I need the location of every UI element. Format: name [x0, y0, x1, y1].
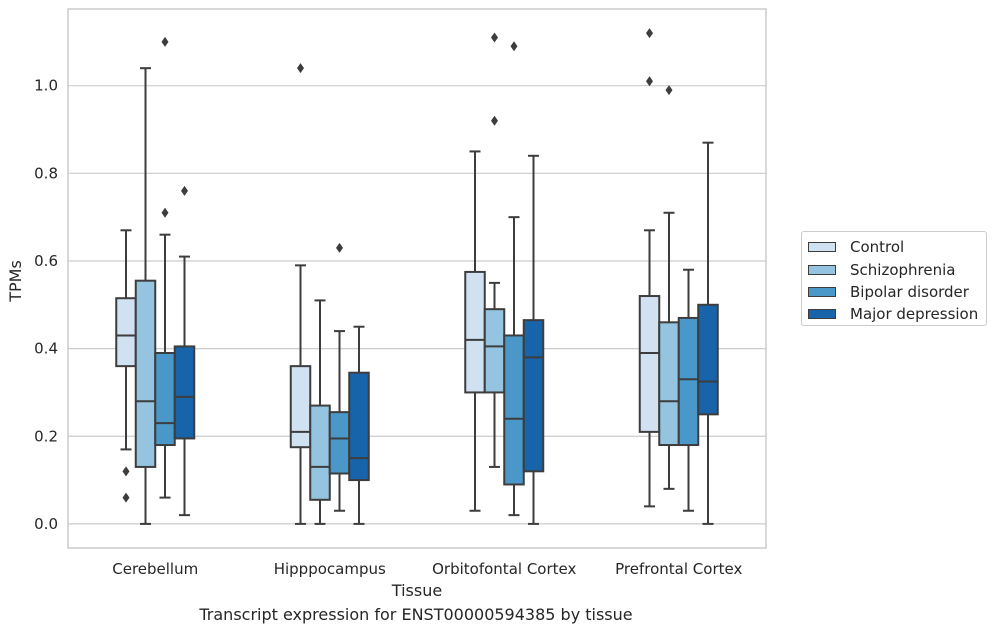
box-schizophrenia — [483, 32, 506, 468]
box-control — [638, 28, 661, 508]
box-iqr — [522, 319, 545, 473]
box-schizophrenia — [309, 299, 331, 525]
outlier-point — [646, 76, 653, 87]
x-tick-label: Cerebellum — [112, 560, 198, 578]
box-iqr — [173, 345, 196, 440]
box-major-depression — [697, 141, 719, 525]
box-bipolar-disorder — [328, 242, 351, 512]
box-iqr — [638, 295, 661, 433]
legend-swatch — [808, 264, 836, 275]
outlier-point — [122, 466, 130, 477]
outlier-point — [510, 41, 518, 52]
box-iqr — [134, 279, 157, 468]
outlier-point — [181, 185, 188, 196]
box-control — [115, 229, 137, 503]
y-tick-label: 0.4 — [34, 340, 58, 358]
legend-swatch — [808, 309, 836, 320]
outlier-point — [336, 242, 343, 253]
legend-label: Major depression — [850, 305, 979, 324]
box-iqr — [503, 334, 525, 486]
outlier-point — [665, 85, 673, 96]
box-iqr — [348, 371, 370, 482]
box-iqr — [658, 321, 680, 447]
box-major-depression — [173, 185, 196, 517]
legend-item: Schizophrenia — [808, 258, 986, 280]
box-bipolar-disorder — [154, 36, 176, 499]
outlier-point — [122, 492, 130, 503]
outlier-point — [161, 36, 169, 47]
outlier-point — [491, 32, 498, 43]
y-tick-label: 0.0 — [34, 515, 58, 533]
legend-swatch — [808, 286, 836, 297]
y-tick-label: 0.8 — [34, 164, 58, 182]
x-tick-label: Prefrontal Cortex — [615, 560, 742, 578]
legend-label: Bipolar disorder — [850, 282, 969, 301]
grid-lines — [68, 85, 766, 525]
legend-label: Control — [850, 238, 905, 257]
outlier-point — [297, 63, 304, 74]
box-major-depression — [348, 325, 370, 525]
box-iqr — [328, 411, 351, 475]
x-tick-label: Hipppocampus — [274, 560, 386, 578]
legend: Control Schizophrenia Bipolar disorder Majo… — [801, 231, 987, 326]
y-tick-label: 0.6 — [34, 252, 58, 270]
outlier-point — [161, 207, 169, 218]
legend-swatch — [808, 242, 836, 253]
box-schizophrenia — [134, 67, 157, 525]
box-iqr — [309, 404, 331, 501]
box-iqr — [697, 303, 719, 416]
box-iqr — [154, 351, 176, 447]
y-tick-labels: 0.0 0.2 0.4 0.6 0.8 1.0 — [34, 77, 58, 533]
legend-item: Control — [808, 236, 986, 258]
box-control — [464, 150, 486, 512]
chart-caption: Transcript expression for ENST0000059438… — [199, 605, 633, 624]
plot-frame — [67, 8, 767, 549]
box-major-depression — [522, 154, 545, 525]
box-iqr — [677, 316, 700, 447]
legend-label: Schizophrenia — [850, 260, 956, 279]
box-iqr — [289, 365, 312, 449]
box-control — [289, 63, 312, 525]
outlier-point — [491, 115, 498, 126]
plot-boxes — [115, 28, 719, 525]
box-bipolar-disorder — [677, 268, 700, 512]
x-axis-label: Tissue — [391, 581, 442, 600]
box-bipolar-disorder — [503, 41, 525, 517]
box-iqr — [483, 308, 506, 394]
outlier-point — [646, 28, 653, 39]
x-tick-labels: Cerebellum Hipppocampus Orbitofontal Corte… — [112, 560, 742, 578]
box-iqr — [115, 297, 137, 368]
y-tick-label: 1.0 — [34, 77, 58, 95]
y-tick-label: 0.2 — [34, 427, 58, 445]
legend-item: Bipolar disorder — [808, 281, 986, 303]
x-tick-label: Orbitofontal Cortex — [432, 560, 576, 578]
y-axis-label: TPMs — [6, 260, 25, 303]
box-schizophrenia — [658, 85, 680, 490]
box-iqr — [464, 270, 486, 394]
legend-item: Major depression — [808, 303, 986, 325]
